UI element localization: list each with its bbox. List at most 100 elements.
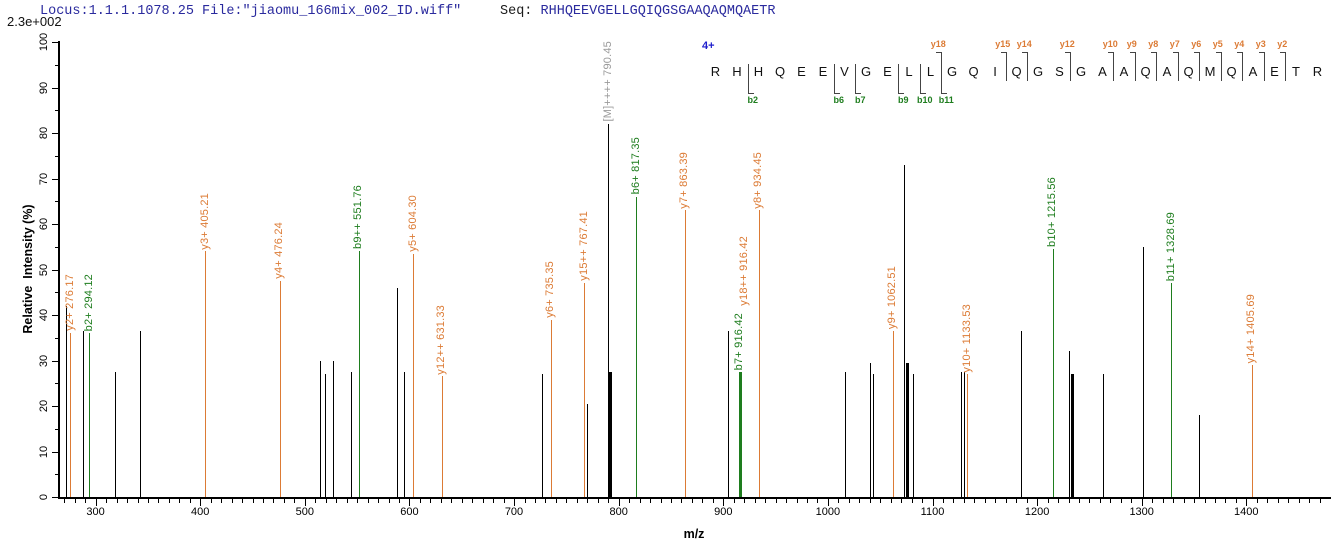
y-ion-marker [1258, 52, 1265, 81]
x-minor-tick [64, 499, 66, 503]
x-minor-tick [137, 499, 139, 503]
residue: E [797, 64, 806, 79]
y-minor-tick [55, 201, 59, 203]
seq-prefix: Seq: [500, 4, 541, 19]
y-ion-marker [1280, 52, 1287, 81]
x-major-tick [95, 499, 97, 506]
peak [89, 333, 90, 497]
peak [82, 330, 84, 497]
b-ion-label: b7 [855, 95, 866, 105]
peak [636, 196, 638, 497]
y-ion-label: y5 [1212, 39, 1223, 49]
residue: A [1119, 64, 1129, 79]
y-tick-label: 60 [38, 217, 50, 231]
x-minor-tick [1298, 499, 1300, 503]
peak [964, 371, 966, 497]
x-minor-tick [242, 499, 244, 503]
x-major-tick [409, 499, 411, 506]
x-minor-tick [357, 499, 359, 503]
residue: R [1312, 64, 1323, 79]
residue: H [753, 64, 764, 79]
x-minor-tick [231, 499, 233, 503]
y-axis [58, 41, 60, 499]
y-ion-label: y12 [1059, 39, 1075, 49]
x-minor-tick [869, 499, 871, 503]
peak-label: y5+ 604.30 [406, 194, 419, 252]
x-minor-tick [1204, 499, 1206, 503]
x-minor-tick [325, 499, 327, 503]
b-ion-marker [919, 64, 926, 94]
b-ion-label: b2 [747, 95, 759, 105]
y-ion-label: y4 [1234, 39, 1245, 49]
peak [115, 371, 116, 497]
y-minor-tick [55, 383, 59, 385]
b-ion-marker [898, 64, 905, 94]
residue: G [1032, 64, 1044, 79]
peak [1251, 365, 1253, 497]
x-minor-tick [995, 499, 997, 503]
sequence-label: Seq: RHHQEEVGELLGQIQGSGAAQAQMQAETR [500, 4, 775, 19]
peak-label: b2+ 294.12 [82, 273, 95, 332]
x-minor-tick [1026, 499, 1028, 503]
residue: L [905, 64, 913, 79]
x-minor-tick [1016, 499, 1018, 503]
x-tick-label: 500 [295, 506, 314, 518]
b-ion-marker [747, 64, 754, 94]
y-major-tick [52, 269, 59, 271]
residue: A [1162, 64, 1172, 79]
residue: Q [1011, 64, 1022, 79]
y-ion-marker [1000, 52, 1007, 81]
y-tick-label: 40 [38, 308, 50, 322]
residue: Q [1226, 64, 1237, 79]
x-minor-tick [1162, 499, 1164, 503]
x-tick-label: 600 [400, 506, 419, 518]
b-ion-label: b11 [938, 95, 954, 105]
y-axis-title: Relative Intensity (%) [21, 204, 35, 334]
x-minor-tick [273, 499, 275, 503]
residue: L [926, 64, 935, 79]
x-minor-tick [189, 499, 191, 503]
x-minor-tick [1225, 499, 1227, 503]
x-minor-tick [221, 499, 223, 503]
residue: G [860, 64, 872, 79]
x-minor-tick [650, 499, 651, 503]
x-major-tick [618, 499, 620, 506]
x-minor-tick [963, 499, 965, 503]
y-ion-marker [1172, 52, 1179, 81]
peak [70, 333, 72, 497]
y-major-tick [52, 451, 59, 453]
residue: Q [968, 64, 979, 79]
x-minor-tick [147, 499, 149, 503]
x-minor-tick [1277, 499, 1279, 503]
x-minor-tick [1235, 499, 1237, 503]
residue: Q [774, 64, 786, 79]
peak [584, 283, 586, 497]
peak [413, 253, 415, 497]
y-tick-label: 30 [38, 354, 50, 367]
residue: V [840, 64, 849, 79]
y-ion-label: y6 [1191, 39, 1202, 49]
y-ion-marker [1151, 52, 1158, 81]
y-ion-label: y14 [1016, 39, 1032, 49]
peak [403, 371, 405, 497]
x-minor-tick [252, 499, 254, 503]
y-ion-label: y10 [1102, 39, 1118, 49]
residue: E [818, 64, 828, 79]
peak [892, 330, 894, 497]
x-minor-tick [535, 499, 536, 503]
y-tick-label: 100 [38, 32, 50, 52]
sequence-value: RHHQEEVGELLGQIQGSGAAQAQMQAETR [540, 4, 776, 19]
y-ion-label: y3 [1255, 39, 1266, 49]
x-minor-tick [859, 499, 861, 503]
x-minor-tick [1110, 499, 1112, 503]
residue: I [993, 64, 997, 79]
residue: M [1204, 64, 1216, 79]
x-minor-tick [85, 499, 87, 503]
x-minor-tick [639, 499, 641, 503]
y-ion-label: y2 [1277, 39, 1288, 49]
x-minor-tick [1131, 499, 1133, 503]
y-ion-marker [1129, 52, 1136, 81]
peak [845, 371, 847, 497]
y-minor-tick [55, 337, 59, 339]
